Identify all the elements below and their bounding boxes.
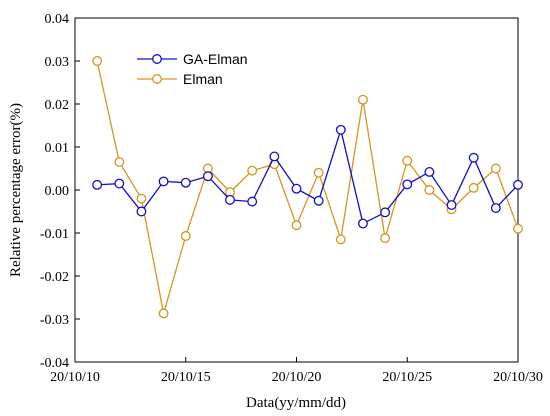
- legend-label-ga-elman: GA-Elman: [183, 51, 248, 67]
- y-tick-label: 0.00: [45, 184, 70, 199]
- data-point-ga-elman: [402, 179, 413, 190]
- y-tick-label: 0.04: [45, 12, 70, 27]
- data-point-ga-elman: [313, 195, 324, 206]
- data-point-elman: [158, 308, 169, 319]
- data-point-ga-elman: [247, 196, 258, 207]
- y-axis-title: Relative percentage error(%): [8, 103, 24, 277]
- legend-marker-elman: [152, 74, 162, 84]
- x-tick-label: 20/10/15: [161, 370, 211, 385]
- series-layer: [92, 56, 523, 319]
- data-point-elman: [136, 193, 147, 204]
- data-point-elman: [358, 94, 368, 105]
- x-tick-label: 20/10/25: [382, 370, 432, 385]
- data-point-ga-elman: [335, 124, 346, 135]
- data-point-elman: [313, 167, 324, 178]
- data-point-ga-elman: [358, 218, 368, 229]
- y-tick-label: 0.01: [45, 141, 70, 156]
- data-point-ga-elman: [225, 194, 236, 205]
- y-tick-label: -0.01: [40, 227, 69, 242]
- data-point-elman: [468, 182, 479, 193]
- legend-label-elman: Elman: [183, 71, 223, 87]
- data-point-ga-elman: [114, 178, 125, 189]
- axis-ticks: -0.04 -0.03 -0.02 -0.01 0.00 0.01 0.02 0.03 0.04…: [40, 12, 543, 385]
- y-tick-label: 0.02: [45, 98, 70, 113]
- y-tick-label: -0.04: [40, 356, 69, 371]
- data-point-ga-elman: [269, 151, 280, 162]
- x-axis-title: Data(yy/mm/dd): [246, 395, 346, 411]
- data-point-ga-elman: [202, 171, 213, 182]
- data-point-elman: [92, 56, 103, 66]
- data-point-elman: [247, 165, 258, 176]
- data-point-ga-elman: [180, 177, 191, 188]
- data-point-ga-elman: [468, 152, 479, 163]
- y-tick-label: 0.03: [45, 55, 70, 70]
- data-point-ga-elman: [490, 203, 501, 214]
- y-tick-label: -0.03: [40, 313, 69, 328]
- data-point-elman: [402, 155, 413, 166]
- data-point-ga-elman: [136, 206, 147, 217]
- data-point-ga-elman: [424, 166, 435, 177]
- data-point-elman: [424, 185, 435, 195]
- data-point-ga-elman: [446, 200, 457, 211]
- data-point-elman: [114, 157, 125, 168]
- x-tick-label: 20/10/30: [493, 370, 543, 385]
- x-tick-label: 20/10/20: [272, 370, 322, 385]
- data-point-ga-elman: [92, 179, 103, 190]
- legend: GA-Elman Elman: [137, 51, 248, 87]
- data-point-ga-elman: [380, 207, 391, 218]
- data-point-ga-elman: [158, 176, 169, 187]
- data-point-elman: [490, 163, 501, 174]
- series-line-elman: [96, 60, 519, 314]
- x-tick-label: 20/10/10: [50, 370, 100, 385]
- data-point-ga-elman: [291, 183, 302, 194]
- data-point-elman: [380, 233, 391, 244]
- data-point-elman: [335, 234, 346, 245]
- data-point-ga-elman: [513, 179, 523, 190]
- data-point-elman: [180, 231, 191, 241]
- y-tick-label: -0.02: [40, 270, 69, 285]
- data-point-elman: [291, 220, 302, 231]
- data-point-elman: [513, 223, 523, 234]
- legend-marker-ga-elman: [152, 54, 162, 64]
